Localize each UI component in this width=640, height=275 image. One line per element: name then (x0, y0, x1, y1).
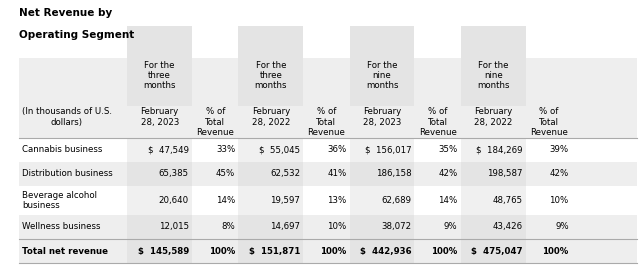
Bar (461, 138, 525, 162)
Text: For the
nine
months: For the nine months (366, 60, 398, 90)
Text: 62,689: 62,689 (381, 196, 412, 205)
Text: $  47,549: $ 47,549 (148, 145, 189, 154)
Text: Cannabis business: Cannabis business (22, 145, 102, 154)
Text: 100%: 100% (209, 247, 236, 255)
Bar (239, 239, 303, 263)
Text: (In thousands of U.S.
dollars): (In thousands of U.S. dollars) (22, 107, 112, 127)
Text: $  184,269: $ 184,269 (476, 145, 522, 154)
Bar (461, 186, 525, 215)
Text: $  55,045: $ 55,045 (259, 145, 300, 154)
Bar (127, 186, 192, 215)
Text: February
28, 2023: February 28, 2023 (363, 107, 401, 127)
Text: 10%: 10% (550, 196, 569, 205)
Text: 19,597: 19,597 (270, 196, 300, 205)
Text: 14%: 14% (216, 196, 236, 205)
Text: 45%: 45% (216, 169, 236, 178)
Bar (127, 162, 192, 186)
Text: 43,426: 43,426 (492, 222, 522, 231)
Bar (349, 186, 415, 215)
Text: 14%: 14% (438, 196, 458, 205)
Bar (239, 186, 303, 215)
Text: 9%: 9% (555, 222, 569, 231)
Text: Wellness business: Wellness business (22, 222, 100, 231)
Bar (349, 138, 415, 162)
Bar (19, 162, 637, 186)
Text: 35%: 35% (438, 145, 458, 154)
Bar (19, 106, 637, 138)
Bar (349, 215, 415, 239)
Text: 100%: 100% (320, 247, 346, 255)
Text: % of
Total
Revenue: % of Total Revenue (307, 107, 346, 137)
Text: 42%: 42% (438, 169, 458, 178)
Text: Distribution business: Distribution business (22, 169, 113, 178)
Text: 12,015: 12,015 (159, 222, 189, 231)
Bar (239, 138, 303, 162)
Text: 36%: 36% (327, 145, 346, 154)
Bar (349, 239, 415, 263)
Text: February
28, 2022: February 28, 2022 (252, 107, 290, 127)
Text: 48,765: 48,765 (492, 196, 522, 205)
Text: 10%: 10% (327, 222, 346, 231)
Text: 42%: 42% (550, 169, 569, 178)
Text: 9%: 9% (444, 222, 458, 231)
Bar (461, 162, 525, 186)
Text: 38,072: 38,072 (381, 222, 412, 231)
Text: Net Revenue by: Net Revenue by (19, 8, 113, 18)
Text: 41%: 41% (327, 169, 346, 178)
Bar (127, 239, 192, 263)
Bar (239, 26, 303, 106)
Text: 198,587: 198,587 (487, 169, 522, 178)
Bar (349, 26, 415, 106)
Text: 13%: 13% (327, 196, 346, 205)
Text: $  475,047: $ 475,047 (471, 247, 522, 255)
Bar (19, 58, 637, 106)
Text: For the
nine
months: For the nine months (477, 60, 509, 90)
Text: 186,158: 186,158 (376, 169, 412, 178)
Bar (239, 162, 303, 186)
Bar (19, 239, 637, 263)
Text: For the
three
months: For the three months (255, 60, 287, 90)
Text: 33%: 33% (216, 145, 236, 154)
Text: Total net revenue: Total net revenue (22, 247, 108, 255)
Bar (461, 239, 525, 263)
Text: % of
Total
Revenue: % of Total Revenue (196, 107, 234, 137)
Bar (127, 215, 192, 239)
Text: 14,697: 14,697 (270, 222, 300, 231)
Bar (19, 215, 637, 239)
Text: Beverage alcohol
business: Beverage alcohol business (22, 191, 97, 210)
Text: February
28, 2022: February 28, 2022 (474, 107, 513, 127)
Bar (239, 215, 303, 239)
Text: For the
three
months: For the three months (143, 60, 176, 90)
Text: 65,385: 65,385 (159, 169, 189, 178)
Text: 100%: 100% (543, 247, 569, 255)
Bar (127, 26, 192, 106)
Bar (461, 26, 525, 106)
Text: 20,640: 20,640 (159, 196, 189, 205)
Bar (349, 162, 415, 186)
Text: % of
Total
Revenue: % of Total Revenue (530, 107, 568, 137)
Text: $  442,936: $ 442,936 (360, 247, 412, 255)
Text: Operating Segment: Operating Segment (19, 30, 134, 40)
Text: % of
Total
Revenue: % of Total Revenue (419, 107, 456, 137)
Bar (461, 215, 525, 239)
Bar (127, 138, 192, 162)
Text: 8%: 8% (221, 222, 236, 231)
Text: $  145,589: $ 145,589 (138, 247, 189, 255)
Bar (19, 138, 637, 162)
Text: 39%: 39% (550, 145, 569, 154)
Text: $  151,871: $ 151,871 (249, 247, 300, 255)
Text: February
28, 2023: February 28, 2023 (141, 107, 179, 127)
Bar (19, 186, 637, 215)
Text: 62,532: 62,532 (270, 169, 300, 178)
Text: 100%: 100% (431, 247, 458, 255)
Text: $  156,017: $ 156,017 (365, 145, 412, 154)
